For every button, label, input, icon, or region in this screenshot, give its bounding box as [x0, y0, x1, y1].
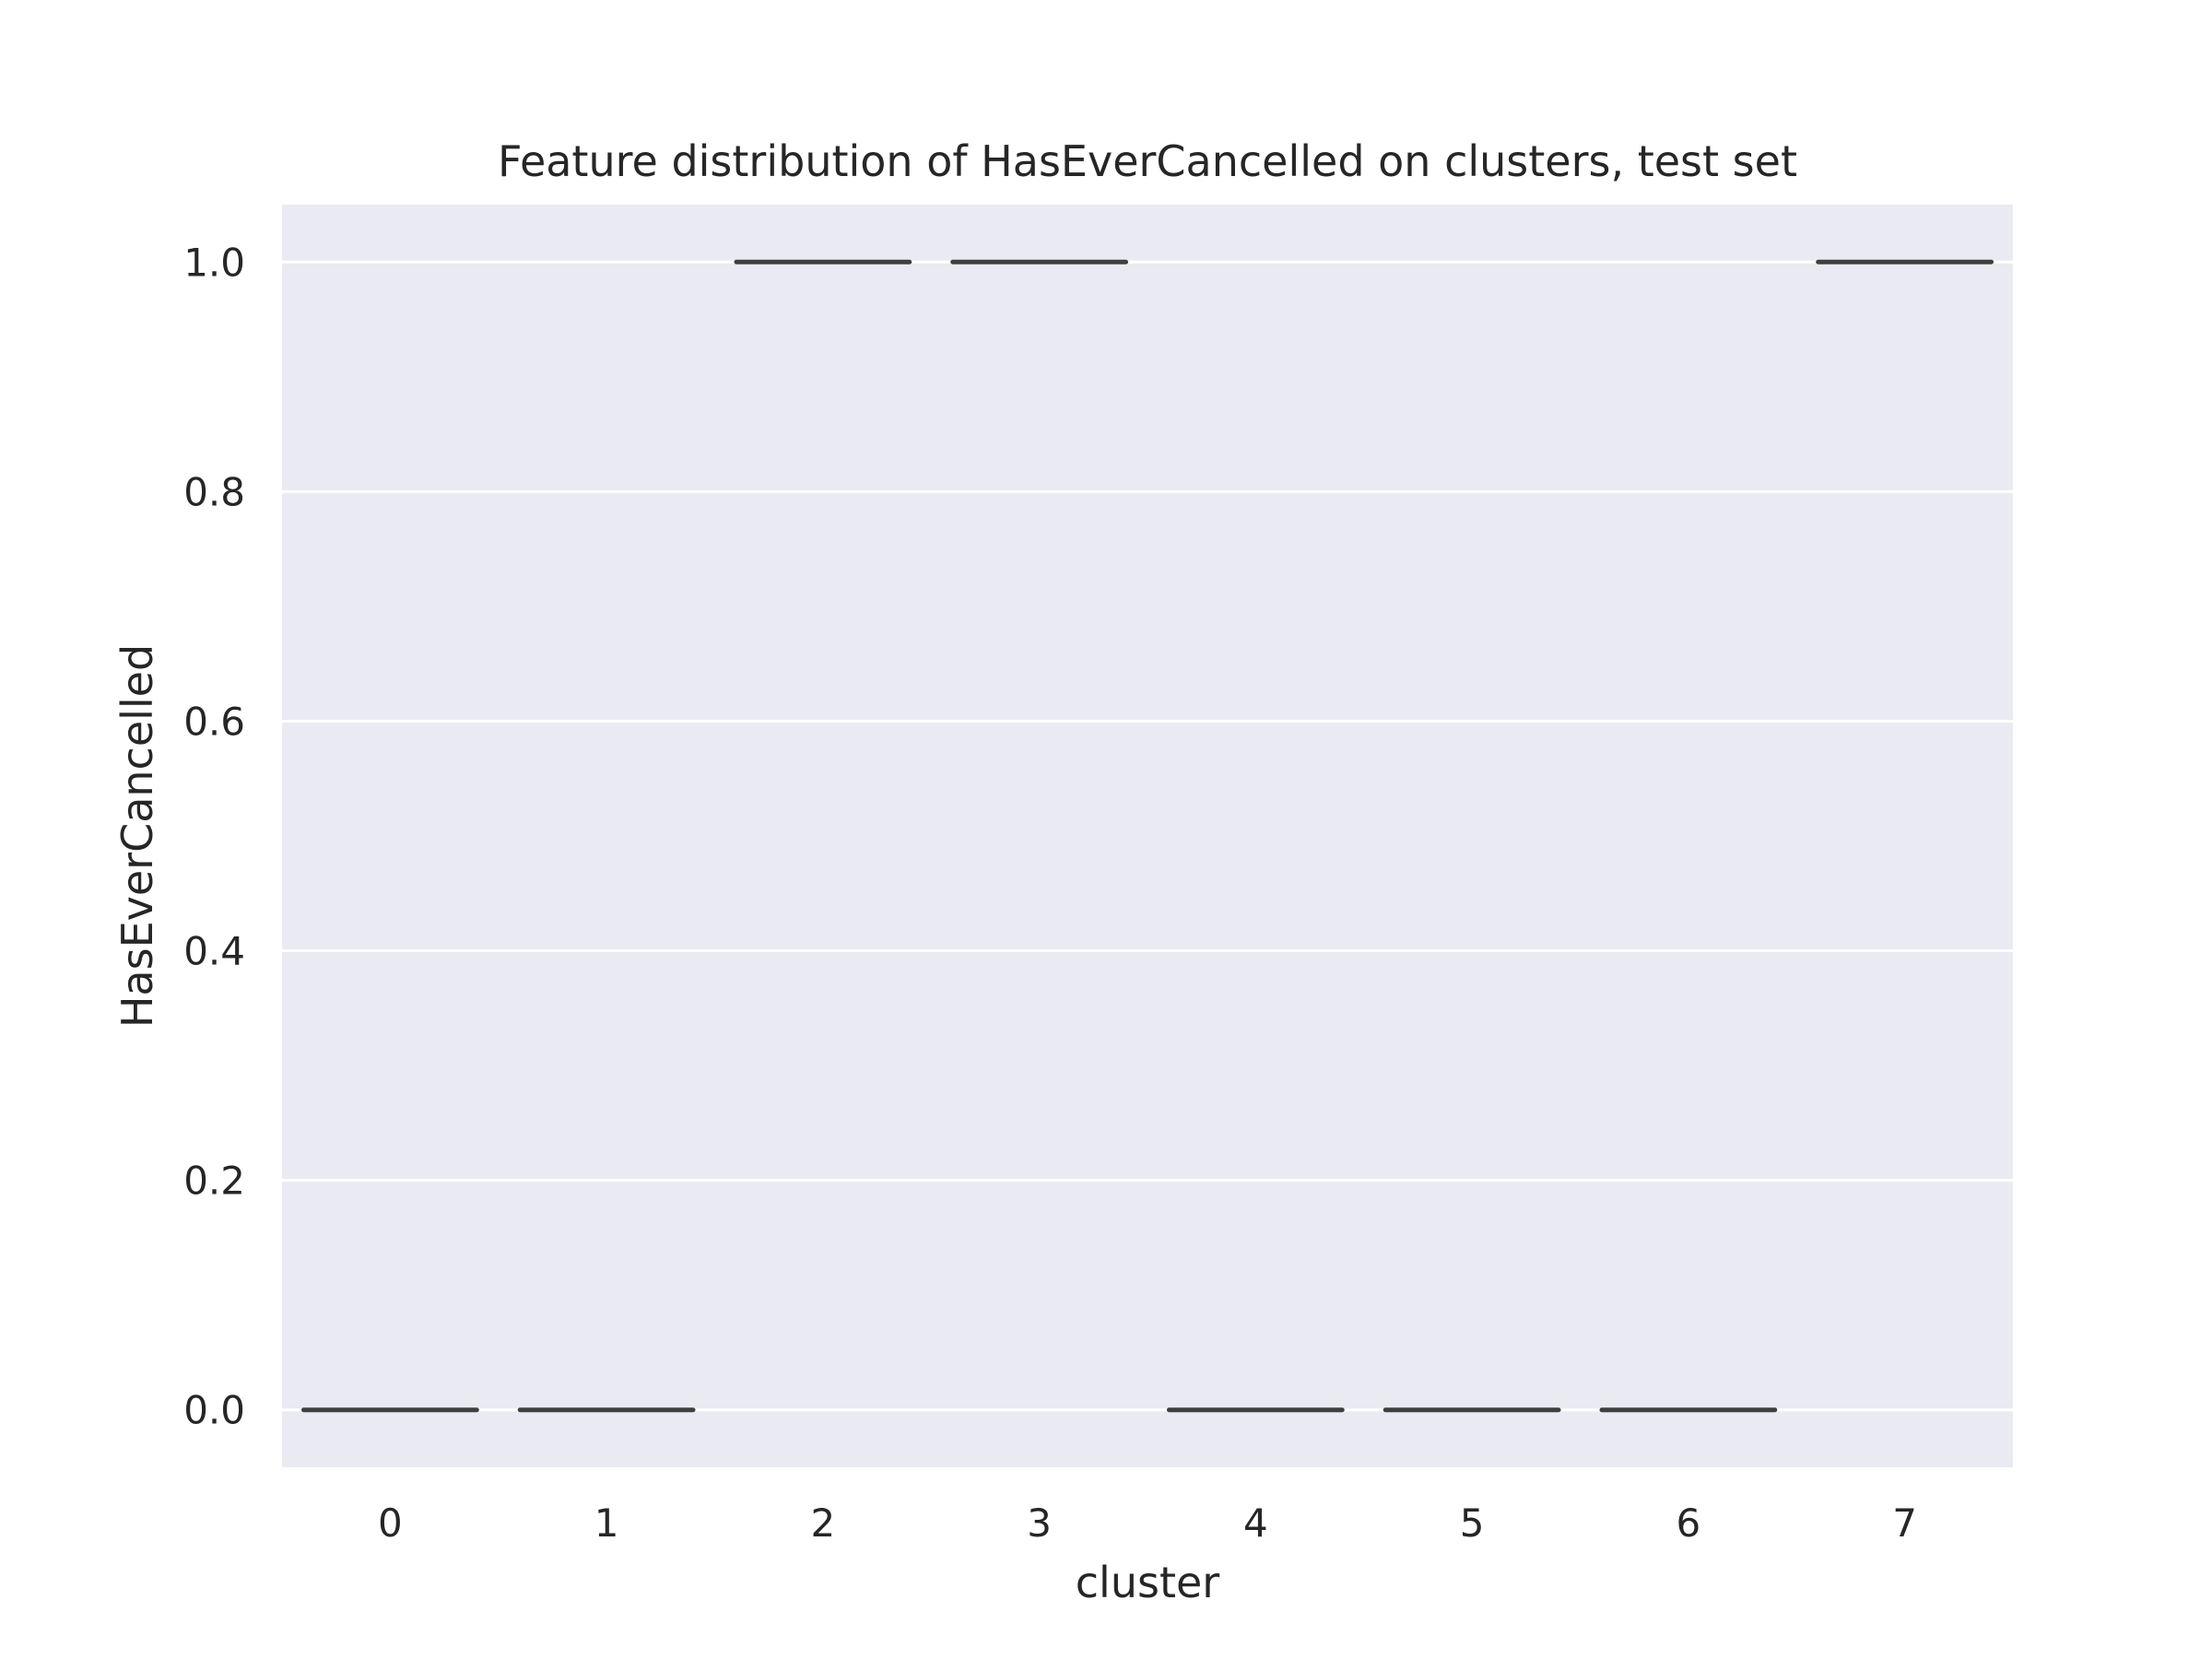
y-tick-label: 0.0 [183, 1388, 245, 1433]
y-tick-labels: 0.0 0.2 0.4 0.6 0.8 1.0 [183, 240, 245, 1432]
x-tick-labels: 0 1 2 3 4 5 6 7 [378, 1500, 1917, 1546]
x-tick-label: 6 [1677, 1500, 1701, 1546]
x-axis-label: cluster [1076, 1558, 1220, 1607]
boxes [300, 259, 1994, 1413]
y-tick-label: 0.8 [183, 469, 245, 514]
y-tick-label: 0.4 [183, 929, 245, 974]
y-tick-label: 0.6 [183, 699, 245, 744]
chart-title: Feature distribution of HasEverCancelled… [498, 136, 1797, 186]
y-axis-label: HasEverCancelled [112, 644, 162, 1028]
x-tick-label: 3 [1027, 1500, 1052, 1546]
y-tick-label: 0.2 [183, 1159, 245, 1204]
y-tick-label: 1.0 [183, 240, 245, 285]
x-tick-label: 5 [1460, 1500, 1485, 1546]
x-tick-label: 7 [1892, 1500, 1917, 1546]
x-tick-label: 0 [378, 1500, 403, 1546]
plot-area [282, 205, 2013, 1467]
x-tick-label: 4 [1243, 1500, 1268, 1546]
x-tick-label: 2 [811, 1500, 836, 1546]
x-tick-label: 1 [594, 1500, 619, 1546]
